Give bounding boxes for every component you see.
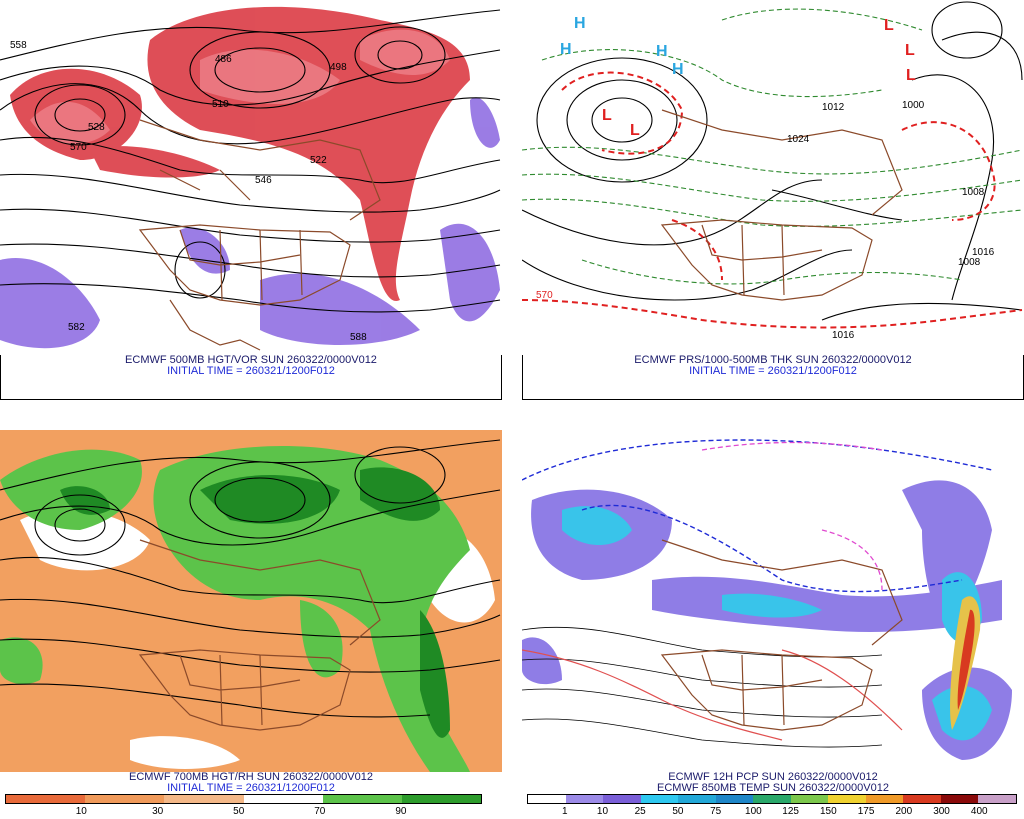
colorbar-tick-label: 300 bbox=[933, 806, 950, 817]
caption-initial-time: INITIAL TIME = 260321/1200F012 bbox=[522, 366, 1024, 377]
colorbar-swatch bbox=[164, 795, 243, 803]
map-700mb bbox=[0, 430, 502, 772]
colorbar-swatch bbox=[716, 795, 754, 803]
contour-label: 522 bbox=[310, 155, 327, 166]
colorbar-swatch bbox=[641, 795, 679, 803]
colorbar-tick-label: 50 bbox=[672, 806, 683, 817]
colorbar-swatch bbox=[528, 795, 566, 803]
panel-700mb-hgt-rh: ECMWF 700MB HGT/RH SUN 260322/0000V012 I… bbox=[0, 430, 502, 819]
colorbar-tick-label: 125 bbox=[782, 806, 799, 817]
map-pcp bbox=[522, 430, 1024, 772]
caption-initial-time: INITIAL TIME = 260321/1200F012 bbox=[0, 783, 502, 794]
colorbar-tick-label: 25 bbox=[635, 806, 646, 817]
contour-label: 510 bbox=[212, 99, 229, 110]
high-pressure-icon: H bbox=[560, 41, 572, 58]
colorbar-pcp bbox=[527, 794, 1017, 804]
colorbar-swatch bbox=[603, 795, 641, 803]
low-pressure-icon: L bbox=[906, 67, 916, 84]
colorbar-tick-label: 70 bbox=[314, 806, 325, 817]
colorbar-rh bbox=[5, 794, 482, 804]
colorbar-tick-label: 10 bbox=[597, 806, 608, 817]
colorbar-swatch bbox=[903, 795, 941, 803]
contour-label: 582 bbox=[68, 322, 85, 333]
colorbar-ticks: 1 10 25 50 75 100 125 150 175 200 300 40… bbox=[527, 806, 1017, 818]
contour-label: 570 bbox=[536, 290, 553, 301]
caption-initial-time: INITIAL TIME = 260321/1200F012 bbox=[0, 366, 502, 377]
colorbar-tick-label: 50 bbox=[233, 806, 244, 817]
colorbar-swatch bbox=[941, 795, 979, 803]
contour-label: 486 bbox=[215, 54, 232, 65]
colorbar-tick-label: 200 bbox=[895, 806, 912, 817]
colorbar-swatch bbox=[85, 795, 164, 803]
low-pressure-icon: L bbox=[602, 107, 612, 124]
colorbar-tick-label: 1 bbox=[562, 806, 568, 817]
contour-label: 1012 bbox=[822, 102, 845, 113]
colorbar-swatch bbox=[6, 795, 85, 803]
contour-label: 1008 bbox=[962, 187, 985, 198]
contour-label: 558 bbox=[10, 40, 27, 51]
contour-label: 570 bbox=[70, 142, 87, 153]
contour-label: 1024 bbox=[787, 134, 810, 145]
colorbar-swatch bbox=[866, 795, 904, 803]
contour-label: 1008 bbox=[958, 257, 981, 268]
colorbar-tick-label: 400 bbox=[971, 806, 988, 817]
colorbar-tick-label: 150 bbox=[820, 806, 837, 817]
colorbar-swatch bbox=[678, 795, 716, 803]
low-pressure-icon: L bbox=[884, 17, 894, 34]
contour-label: 528 bbox=[88, 122, 105, 133]
contour-label: 588 bbox=[350, 332, 367, 343]
contour-label: 1000 bbox=[902, 100, 925, 111]
panel-mslp-thickness: H H H H L L L L L 1016 1008 1024 570 101… bbox=[522, 0, 1024, 400]
caption-temp-title: ECMWF 850MB TEMP SUN 260322/0000V012 bbox=[522, 783, 1024, 794]
contour-label: 498 bbox=[330, 62, 347, 73]
panel-500mb-hgt-vor: 558 486 498 510 522 546 570 582 588 528 … bbox=[0, 0, 502, 400]
colorbar-tick-label: 75 bbox=[710, 806, 721, 817]
high-pressure-icon: H bbox=[656, 43, 668, 60]
colorbar-swatch bbox=[402, 795, 481, 803]
colorbar-swatch bbox=[566, 795, 604, 803]
contour-label: 1016 bbox=[832, 330, 855, 341]
high-pressure-icon: H bbox=[672, 61, 684, 78]
colorbar-tick-label: 30 bbox=[152, 806, 163, 817]
map-mslp-thk: H H H H L L L L L 1016 1008 1024 570 101… bbox=[522, 0, 1024, 355]
panel-12h-pcp-850-temp: ECMWF 12H PCP SUN 260322/0000V012 ECMWF … bbox=[522, 430, 1024, 819]
colorbar-swatch bbox=[978, 795, 1016, 803]
colorbar-swatch bbox=[791, 795, 829, 803]
low-pressure-icon: L bbox=[905, 42, 915, 59]
low-pressure-icon: L bbox=[630, 122, 640, 139]
colorbar-swatch bbox=[323, 795, 402, 803]
colorbar-swatch bbox=[244, 795, 323, 803]
colorbar-tick-label: 90 bbox=[395, 806, 406, 817]
map-500mb: 558 486 498 510 522 546 570 582 588 528 bbox=[0, 0, 502, 355]
colorbar-ticks: 10 30 50 70 90 bbox=[5, 806, 482, 818]
high-pressure-icon: H bbox=[574, 15, 586, 32]
colorbar-tick-label: 100 bbox=[745, 806, 762, 817]
colorbar-swatch bbox=[828, 795, 866, 803]
colorbar-swatch bbox=[753, 795, 791, 803]
colorbar-tick-label: 175 bbox=[858, 806, 875, 817]
colorbar-tick-label: 10 bbox=[76, 806, 87, 817]
contour-label: 546 bbox=[255, 175, 272, 186]
